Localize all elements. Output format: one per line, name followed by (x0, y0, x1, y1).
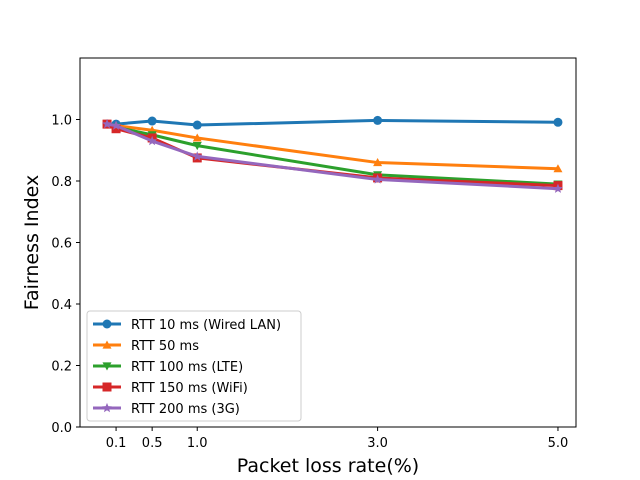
x-tick-label: 0.5 (142, 436, 163, 451)
data-point (192, 133, 202, 142)
legend-marker (102, 319, 112, 329)
data-point (192, 151, 203, 161)
legend-box (86, 310, 302, 422)
data-point (192, 142, 202, 151)
x-tick-label: 5.0 (548, 436, 569, 451)
legend-marker (102, 382, 112, 392)
legend-label: RTT 100 ms (LTE) (131, 360, 243, 375)
data-point (553, 117, 563, 127)
data-point (147, 116, 157, 126)
data-point (373, 158, 383, 167)
data-point (102, 118, 112, 129)
data-point (373, 115, 383, 125)
data-point (553, 164, 563, 173)
series-group (102, 115, 563, 193)
legend-label: RTT 50 ms (131, 339, 199, 354)
x-tick-label: 0.1 (106, 436, 127, 451)
legend-item: RTT 150 ms (WiFi) (93, 381, 248, 396)
y-tick-label: 1.0 (51, 114, 72, 129)
axes-group: 0.1 0.5 1.0 3.0 5.0 0.0 0.2 0.4 0.6 0.8 1.0 (51, 114, 568, 452)
x-tick-label: 1.0 (187, 436, 208, 451)
series-5 (102, 118, 563, 193)
y-tick-label: 0.4 (51, 298, 72, 313)
legend: RTT 10 ms (Wired LAN) RTT 50 ms RTT 100 ms… (86, 310, 302, 422)
legend-label: RTT 10 ms (Wired LAN) (131, 318, 281, 333)
x-axis-label: Packet loss rate(%) (237, 455, 419, 477)
y-tick-label: 0.2 (51, 360, 72, 375)
y-tick-label: 0.8 (51, 175, 72, 190)
legend-item: RTT 100 ms (LTE) (93, 360, 243, 375)
legend-marker (102, 402, 112, 413)
legend-item: RTT 200 ms (3G) (93, 402, 240, 417)
data-point (553, 183, 563, 193)
legend-label: RTT 200 ms (3G) (131, 402, 240, 417)
y-tick-label: 0.6 (51, 237, 72, 252)
legend-marker (102, 340, 112, 349)
data-point (147, 135, 158, 146)
data-point (111, 120, 121, 130)
y-axis-label: Fairness Index (21, 175, 43, 310)
y-tick-label: 0.0 (51, 421, 72, 436)
data-point (111, 124, 121, 134)
legend-item: RTT 50 ms (93, 339, 199, 354)
legend-item: RTT 10 ms (Wired LAN) (93, 318, 281, 333)
data-point (192, 120, 202, 130)
data-point (372, 174, 383, 184)
x-tick-label: 3.0 (367, 436, 388, 451)
legend-marker (102, 362, 112, 371)
legend-label: RTT 150 ms (WiFi) (131, 381, 248, 396)
